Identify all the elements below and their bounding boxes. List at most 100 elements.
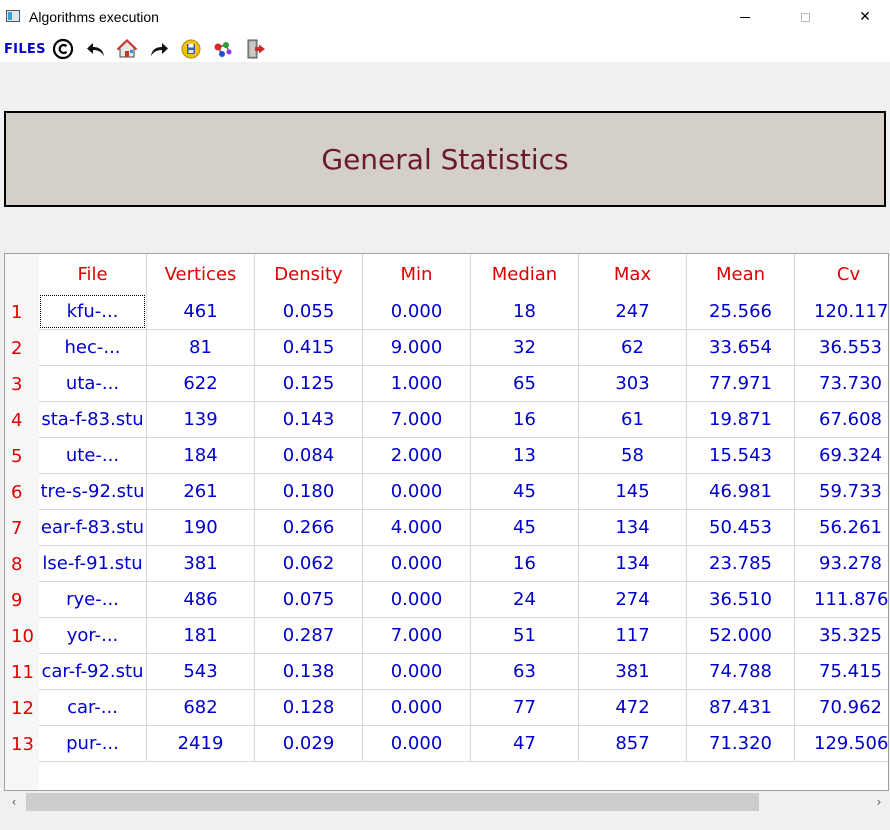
cell-min[interactable]: 0.000 bbox=[363, 294, 471, 330]
cell-min[interactable]: 0.000 bbox=[363, 474, 471, 510]
cell-max[interactable]: 58 bbox=[579, 438, 687, 474]
cell-cv[interactable]: 120.117 bbox=[795, 294, 888, 330]
cell-max[interactable]: 472 bbox=[579, 690, 687, 726]
cell-vertices[interactable]: 622 bbox=[147, 366, 255, 402]
row-number[interactable]: 2 bbox=[11, 337, 23, 359]
cell-cv[interactable]: 70.962 bbox=[795, 690, 888, 726]
cell-mean[interactable]: 71.320 bbox=[687, 726, 795, 762]
cell-mean[interactable]: 15.543 bbox=[687, 438, 795, 474]
cell-median[interactable]: 24 bbox=[471, 582, 579, 618]
cell-min[interactable]: 4.000 bbox=[363, 510, 471, 546]
cell-cv[interactable]: 93.278 bbox=[795, 546, 888, 582]
column-header-max[interactable]: Max bbox=[579, 254, 687, 294]
cell-mean[interactable]: 36.510 bbox=[687, 582, 795, 618]
cell-median[interactable]: 65 bbox=[471, 366, 579, 402]
cell-cv[interactable]: 129.506 bbox=[795, 726, 888, 762]
cell-median[interactable]: 45 bbox=[471, 474, 579, 510]
column-header-file[interactable]: File bbox=[39, 254, 147, 294]
cell-cv[interactable]: 73.730 bbox=[795, 366, 888, 402]
cell-file[interactable]: yor-... bbox=[39, 618, 147, 654]
horizontal-scrollbar[interactable]: ‹ › bbox=[4, 791, 889, 813]
cell-vertices[interactable]: 682 bbox=[147, 690, 255, 726]
cell-mean[interactable]: 33.654 bbox=[687, 330, 795, 366]
cell-density[interactable]: 0.138 bbox=[255, 654, 363, 690]
cell-density[interactable]: 0.062 bbox=[255, 546, 363, 582]
cell-file[interactable]: car-f-92.stu bbox=[39, 654, 147, 690]
row-number[interactable]: 4 bbox=[11, 409, 23, 431]
cell-file[interactable]: ear-f-83.stu bbox=[39, 510, 147, 546]
row-number[interactable]: 1 bbox=[11, 301, 23, 323]
cell-vertices[interactable]: 139 bbox=[147, 402, 255, 438]
cell-max[interactable]: 247 bbox=[579, 294, 687, 330]
cell-min[interactable]: 2.000 bbox=[363, 438, 471, 474]
cell-density[interactable]: 0.143 bbox=[255, 402, 363, 438]
column-header-cv[interactable]: Cv bbox=[795, 254, 888, 294]
cell-median[interactable]: 51 bbox=[471, 618, 579, 654]
cell-vertices[interactable]: 181 bbox=[147, 618, 255, 654]
cell-max[interactable]: 381 bbox=[579, 654, 687, 690]
close-button[interactable]: ✕ bbox=[842, 0, 888, 34]
cell-vertices[interactable]: 543 bbox=[147, 654, 255, 690]
cell-mean[interactable]: 25.566 bbox=[687, 294, 795, 330]
cell-median[interactable]: 45 bbox=[471, 510, 579, 546]
cell-vertices[interactable]: 461 bbox=[147, 294, 255, 330]
cell-max[interactable]: 303 bbox=[579, 366, 687, 402]
row-number[interactable]: 11 bbox=[11, 661, 34, 683]
cell-vertices[interactable]: 190 bbox=[147, 510, 255, 546]
row-number[interactable]: 7 bbox=[11, 517, 23, 539]
cell-min[interactable]: 1.000 bbox=[363, 366, 471, 402]
cell-file[interactable]: ute-... bbox=[39, 438, 147, 474]
cell-cv[interactable]: 56.261 bbox=[795, 510, 888, 546]
column-header-median[interactable]: Median bbox=[471, 254, 579, 294]
cell-file[interactable]: rye-... bbox=[39, 582, 147, 618]
cell-min[interactable]: 0.000 bbox=[363, 654, 471, 690]
cell-file[interactable]: hec-... bbox=[39, 330, 147, 366]
cell-max[interactable]: 62 bbox=[579, 330, 687, 366]
row-number[interactable]: 3 bbox=[11, 373, 23, 395]
cell-density[interactable]: 0.075 bbox=[255, 582, 363, 618]
cell-mean[interactable]: 50.453 bbox=[687, 510, 795, 546]
cell-vertices[interactable]: 81 bbox=[147, 330, 255, 366]
row-number[interactable]: 6 bbox=[11, 481, 23, 503]
column-header-vertices[interactable]: Vertices bbox=[147, 254, 255, 294]
cell-file[interactable]: uta-... bbox=[39, 366, 147, 402]
cell-min[interactable]: 7.000 bbox=[363, 402, 471, 438]
exit-door-icon[interactable] bbox=[245, 38, 267, 60]
cell-cv[interactable]: 111.876 bbox=[795, 582, 888, 618]
cell-mean[interactable]: 87.431 bbox=[687, 690, 795, 726]
cell-min[interactable]: 0.000 bbox=[363, 546, 471, 582]
cell-max[interactable]: 134 bbox=[579, 510, 687, 546]
copyright-icon[interactable] bbox=[52, 38, 74, 60]
cell-vertices[interactable]: 2419 bbox=[147, 726, 255, 762]
cell-median[interactable]: 32 bbox=[471, 330, 579, 366]
cell-max[interactable]: 857 bbox=[579, 726, 687, 762]
cell-median[interactable]: 16 bbox=[471, 546, 579, 582]
row-number[interactable]: 5 bbox=[11, 445, 23, 467]
maximize-button[interactable] bbox=[782, 0, 828, 34]
cell-median[interactable]: 77 bbox=[471, 690, 579, 726]
undo-arrow-icon[interactable] bbox=[85, 38, 107, 60]
cell-density[interactable]: 0.029 bbox=[255, 726, 363, 762]
scroll-left-button[interactable]: ‹ bbox=[4, 791, 24, 813]
cell-cv[interactable]: 35.325 bbox=[795, 618, 888, 654]
cell-cv[interactable]: 59.733 bbox=[795, 474, 888, 510]
cell-min[interactable]: 9.000 bbox=[363, 330, 471, 366]
cell-mean[interactable]: 19.871 bbox=[687, 402, 795, 438]
row-number[interactable]: 9 bbox=[11, 589, 23, 611]
cell-cv[interactable]: 69.324 bbox=[795, 438, 888, 474]
cell-median[interactable]: 13 bbox=[471, 438, 579, 474]
cell-mean[interactable]: 23.785 bbox=[687, 546, 795, 582]
cell-file[interactable]: tre-s-92.stu bbox=[39, 474, 147, 510]
row-number[interactable]: 10 bbox=[11, 625, 34, 647]
cell-min[interactable]: 7.000 bbox=[363, 618, 471, 654]
files-menu[interactable]: FILES bbox=[4, 42, 46, 57]
cell-max[interactable]: 134 bbox=[579, 546, 687, 582]
cell-cv[interactable]: 36.553 bbox=[795, 330, 888, 366]
cell-file[interactable]: pur-... bbox=[39, 726, 147, 762]
column-header-density[interactable]: Density bbox=[255, 254, 363, 294]
row-number[interactable]: 12 bbox=[11, 697, 34, 719]
cell-vertices[interactable]: 381 bbox=[147, 546, 255, 582]
minimize-button[interactable] bbox=[722, 0, 768, 34]
cell-density[interactable]: 0.128 bbox=[255, 690, 363, 726]
cell-vertices[interactable]: 486 bbox=[147, 582, 255, 618]
